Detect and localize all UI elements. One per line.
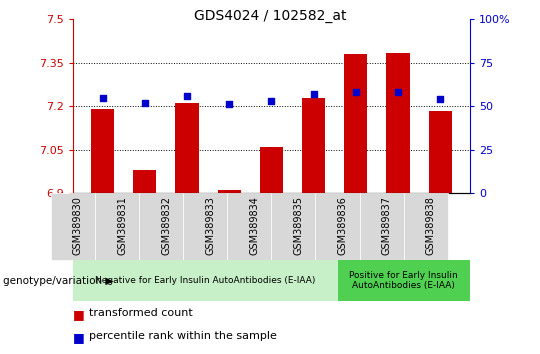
Text: ■: ■ (73, 308, 85, 321)
Point (225, 102, 233, 107)
Text: GSM389837: GSM389837 (382, 196, 392, 255)
Text: GSM389834: GSM389834 (249, 196, 259, 255)
Text: transformed count: transformed count (89, 308, 193, 318)
Text: Negative for Early Insulin AutoAntibodies (E-IAA): Negative for Early Insulin AutoAntibodie… (95, 276, 315, 285)
Bar (260, 147, 283, 193)
Point (98, 95, 107, 100)
Point (309, 91, 318, 97)
Text: GSM389838: GSM389838 (426, 196, 436, 255)
Bar (218, 190, 241, 193)
Bar (176, 103, 199, 193)
Point (140, 100, 149, 105)
Bar (302, 97, 325, 193)
Text: genotype/variation ▶: genotype/variation ▶ (3, 275, 113, 286)
Text: GSM389832: GSM389832 (161, 196, 171, 255)
Point (267, 98, 275, 104)
Bar (386, 53, 409, 193)
Point (183, 93, 191, 99)
Bar (429, 110, 452, 193)
Bar (344, 54, 367, 193)
Text: GSM389831: GSM389831 (117, 196, 127, 255)
Bar (133, 170, 157, 193)
Text: ■: ■ (73, 331, 85, 344)
Text: GDS4024 / 102582_at: GDS4024 / 102582_at (194, 9, 346, 23)
Text: percentile rank within the sample: percentile rank within the sample (89, 331, 277, 341)
Text: GSM389830: GSM389830 (73, 196, 83, 255)
Text: GSM389835: GSM389835 (293, 196, 303, 255)
Point (436, 96, 444, 102)
Text: GSM389836: GSM389836 (338, 196, 348, 255)
Bar (91, 109, 114, 193)
Point (352, 90, 360, 95)
Text: Positive for Early Insulin
AutoAntibodies (E-IAA): Positive for Early Insulin AutoAntibodie… (349, 271, 458, 290)
Point (394, 90, 402, 95)
Text: GSM389833: GSM389833 (205, 196, 215, 255)
